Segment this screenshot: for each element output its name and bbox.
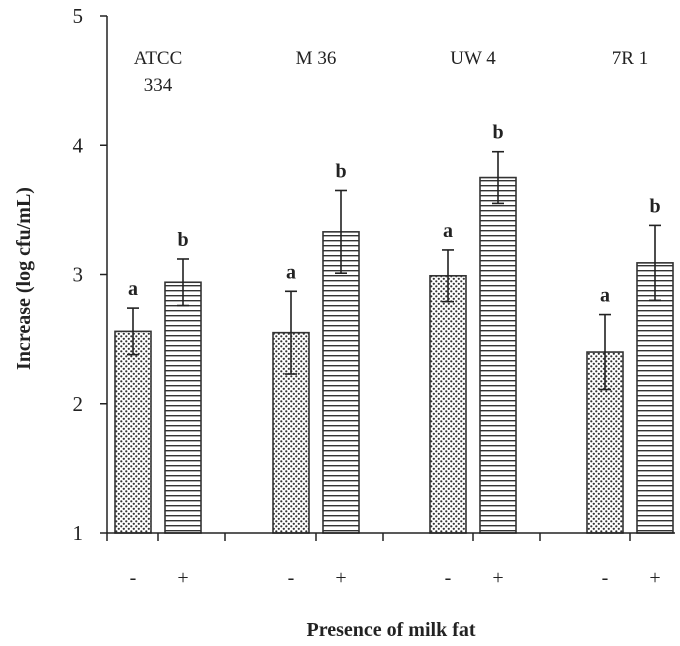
axes-layer	[100, 15, 675, 541]
fat-sign-label: +	[492, 567, 503, 589]
significance-label: a	[128, 278, 138, 300]
bar	[636, 262, 674, 534]
fat-sign-label: +	[649, 567, 660, 589]
y-tick-label: 5	[73, 4, 84, 28]
bar	[114, 330, 152, 534]
strain-label: 7R 1	[612, 48, 648, 69]
significance-label: b	[492, 122, 503, 144]
y-axis-title: Increase (log cfu/mL)	[13, 187, 35, 370]
strain-label: UW 4	[450, 48, 496, 69]
strain-label: M 36	[296, 48, 337, 69]
significance-label: a	[600, 285, 610, 307]
significance-label: b	[649, 195, 660, 217]
y-tick-label: 3	[73, 263, 84, 287]
fat-sign-label: -	[602, 567, 609, 589]
fat-sign-label: +	[177, 567, 188, 589]
fat-sign-label: -	[445, 567, 452, 589]
bar	[479, 176, 517, 534]
bar	[322, 231, 360, 534]
y-tick-label: 4	[73, 133, 84, 157]
strain-label: ATCC	[134, 48, 183, 69]
fat-sign-label: -	[130, 567, 137, 589]
x-axis-title: Presence of milk fat	[306, 619, 475, 641]
significance-label: a	[443, 220, 453, 242]
bar	[429, 274, 467, 534]
bars-layer	[114, 150, 674, 534]
significance-label: a	[286, 261, 296, 283]
bar	[164, 281, 202, 534]
significance-label: b	[177, 229, 188, 251]
y-tick-label: 1	[73, 521, 84, 545]
fat-sign-label: -	[288, 567, 295, 589]
fat-sign-label: +	[335, 567, 346, 589]
significance-label: b	[335, 160, 346, 182]
y-tick-label: 2	[73, 392, 84, 416]
labels-layer: 1 2 3 4 5 a - b + ATCC 334 a - b + M 36 a - b + UW 4 a - b +7R 1	[73, 4, 661, 589]
strain-label: 334	[144, 75, 173, 96]
